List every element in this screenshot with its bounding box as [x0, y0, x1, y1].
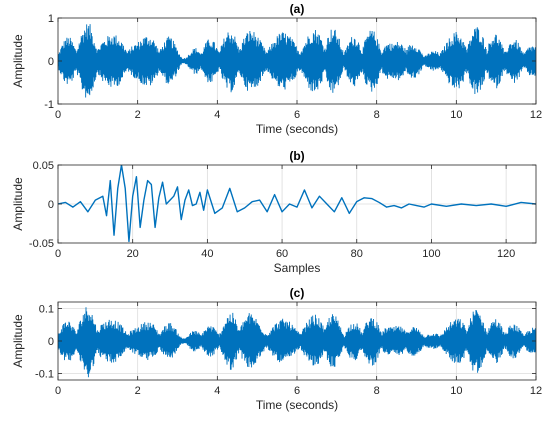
x-tick-label: 20 [127, 248, 139, 260]
x-tick-label: 100 [422, 248, 440, 260]
x-tick-label: 0 [55, 385, 61, 397]
x-tick-label: 4 [214, 109, 220, 121]
series-line [58, 24, 536, 98]
series-line [58, 307, 536, 378]
x-tick-label: 8 [374, 109, 380, 121]
x-tick-label: 12 [530, 385, 542, 397]
x-axis-label: Samples [274, 261, 321, 275]
y-tick-label: 1 [48, 13, 54, 25]
x-axis-label: Time (seconds) [256, 398, 338, 412]
x-tick-label: 60 [276, 248, 288, 260]
y-tick-label: 0.05 [33, 160, 54, 172]
x-tick-label: 10 [450, 385, 462, 397]
panel-b: 0 20 40 60 80 100 120-0.0500.05(b)SamplesAmpli… [11, 149, 537, 275]
x-tick-label: 6 [294, 385, 300, 397]
x-axis-label: Time (seconds) [256, 122, 338, 136]
y-tick-label: -0.05 [29, 238, 54, 250]
x-tick-label: 6 [294, 109, 300, 121]
panel-title: (b) [289, 149, 304, 163]
x-tick-label: 40 [201, 248, 213, 260]
y-tick-label: -0.1 [35, 369, 54, 381]
x-tick-label: 10 [450, 109, 462, 121]
y-axis-label: Amplitude [11, 177, 25, 231]
panel-title: (c) [290, 286, 305, 300]
series-line [58, 165, 536, 243]
y-axis-label: Amplitude [11, 34, 25, 88]
y-tick-label: 0 [48, 336, 54, 348]
x-tick-label: 4 [214, 385, 220, 397]
panel-c: 0 2 4 6 8 10 12-0.100.1(c)Time (seconds)Amplit… [11, 286, 542, 412]
x-tick-label: 80 [351, 248, 363, 260]
x-tick-label: 0 [55, 109, 61, 121]
y-tick-label: 0 [48, 56, 54, 68]
x-tick-label: 12 [530, 109, 542, 121]
panel-title: (a) [290, 2, 305, 16]
y-tick-label: 0 [48, 199, 54, 211]
x-tick-label: 120 [497, 248, 515, 260]
y-tick-label: -1 [44, 99, 54, 111]
x-tick-label: 0 [55, 248, 61, 260]
panel-a: 0 2 4 6 8 10 12-101(a)Time (seconds)Amplitude [11, 2, 542, 136]
x-tick-label: 2 [135, 385, 141, 397]
x-tick-label: 2 [135, 109, 141, 121]
x-tick-label: 8 [374, 385, 380, 397]
y-axis-label: Amplitude [11, 314, 25, 368]
y-tick-label: 0.1 [39, 304, 54, 316]
